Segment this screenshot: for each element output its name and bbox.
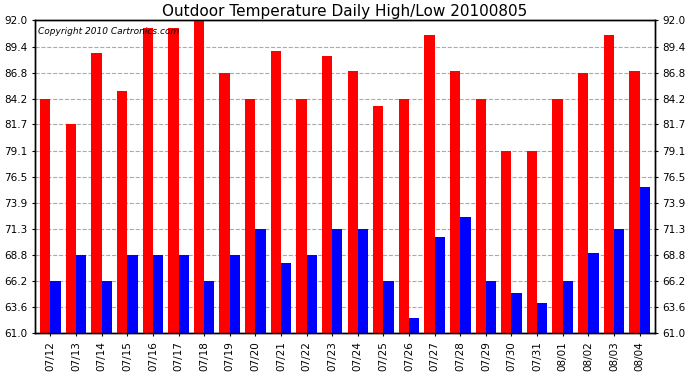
Bar bbox=[424, 36, 435, 333]
Bar bbox=[76, 255, 86, 333]
Bar bbox=[537, 303, 547, 333]
Bar bbox=[629, 71, 640, 333]
Bar bbox=[245, 99, 255, 333]
Bar bbox=[460, 217, 471, 333]
Bar bbox=[553, 99, 563, 333]
Bar bbox=[296, 99, 306, 333]
Bar bbox=[332, 230, 342, 333]
Bar bbox=[409, 318, 420, 333]
Bar bbox=[384, 281, 394, 333]
Bar bbox=[348, 71, 358, 333]
Bar bbox=[322, 56, 332, 333]
Bar bbox=[101, 281, 112, 333]
Text: Copyright 2010 Cartronics.com: Copyright 2010 Cartronics.com bbox=[38, 27, 179, 36]
Bar bbox=[578, 73, 589, 333]
Bar bbox=[589, 252, 599, 333]
Bar bbox=[358, 230, 368, 333]
Bar bbox=[475, 99, 486, 333]
Bar bbox=[66, 124, 76, 333]
Bar bbox=[194, 15, 204, 333]
Bar bbox=[219, 73, 230, 333]
Bar bbox=[153, 255, 163, 333]
Bar bbox=[511, 293, 522, 333]
Bar bbox=[604, 36, 614, 333]
Bar bbox=[270, 51, 281, 333]
Bar bbox=[40, 99, 50, 333]
Bar bbox=[614, 230, 624, 333]
Bar bbox=[373, 106, 384, 333]
Bar bbox=[255, 230, 266, 333]
Bar bbox=[143, 28, 153, 333]
Bar bbox=[168, 28, 179, 333]
Title: Outdoor Temperature Daily High/Low 20100805: Outdoor Temperature Daily High/Low 20100… bbox=[162, 4, 528, 19]
Bar bbox=[306, 255, 317, 333]
Bar bbox=[50, 281, 61, 333]
Bar bbox=[486, 281, 496, 333]
Bar bbox=[204, 281, 215, 333]
Bar bbox=[435, 237, 445, 333]
Bar bbox=[179, 255, 189, 333]
Bar bbox=[117, 91, 127, 333]
Bar bbox=[450, 71, 460, 333]
Bar bbox=[281, 262, 291, 333]
Bar bbox=[399, 99, 409, 333]
Bar bbox=[501, 151, 511, 333]
Bar bbox=[563, 281, 573, 333]
Bar bbox=[91, 53, 101, 333]
Bar bbox=[527, 151, 537, 333]
Bar bbox=[127, 255, 137, 333]
Bar bbox=[640, 187, 650, 333]
Bar bbox=[230, 255, 240, 333]
